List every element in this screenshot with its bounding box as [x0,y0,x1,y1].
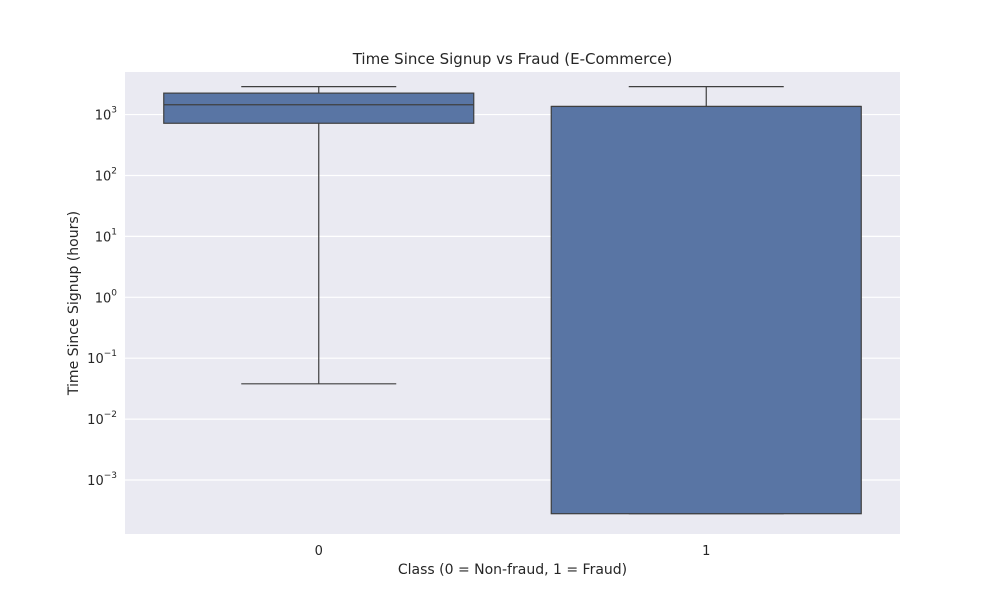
y-tick-label: 102 [95,166,117,184]
y-tick-label: 10−3 [87,471,117,489]
box-1 [550,85,862,515]
box-0 [163,85,475,385]
box-iqr [550,105,862,515]
y-tick-label: 100 [95,288,118,306]
boxes [163,85,862,515]
y-axis-label: Time Since Signup (hours) [66,211,82,396]
x-tick-label: 0 [315,544,323,559]
x-axis-label: Class (0 = Non-fraud, 1 = Fraud) [398,562,627,578]
y-tick-label: 10−2 [87,410,117,428]
y-tick-label: 103 [95,106,117,124]
chart-title: Time Since Signup vs Fraud (E-Commerce) [352,50,673,68]
y-tick-label: 10−1 [87,349,117,367]
box-iqr [163,92,475,124]
y-tick-labels: 103 102 101 100 10−1 10−2 10−3 [87,106,117,489]
y-tick-label: 101 [95,227,117,245]
x-tick-label: 1 [702,544,710,559]
